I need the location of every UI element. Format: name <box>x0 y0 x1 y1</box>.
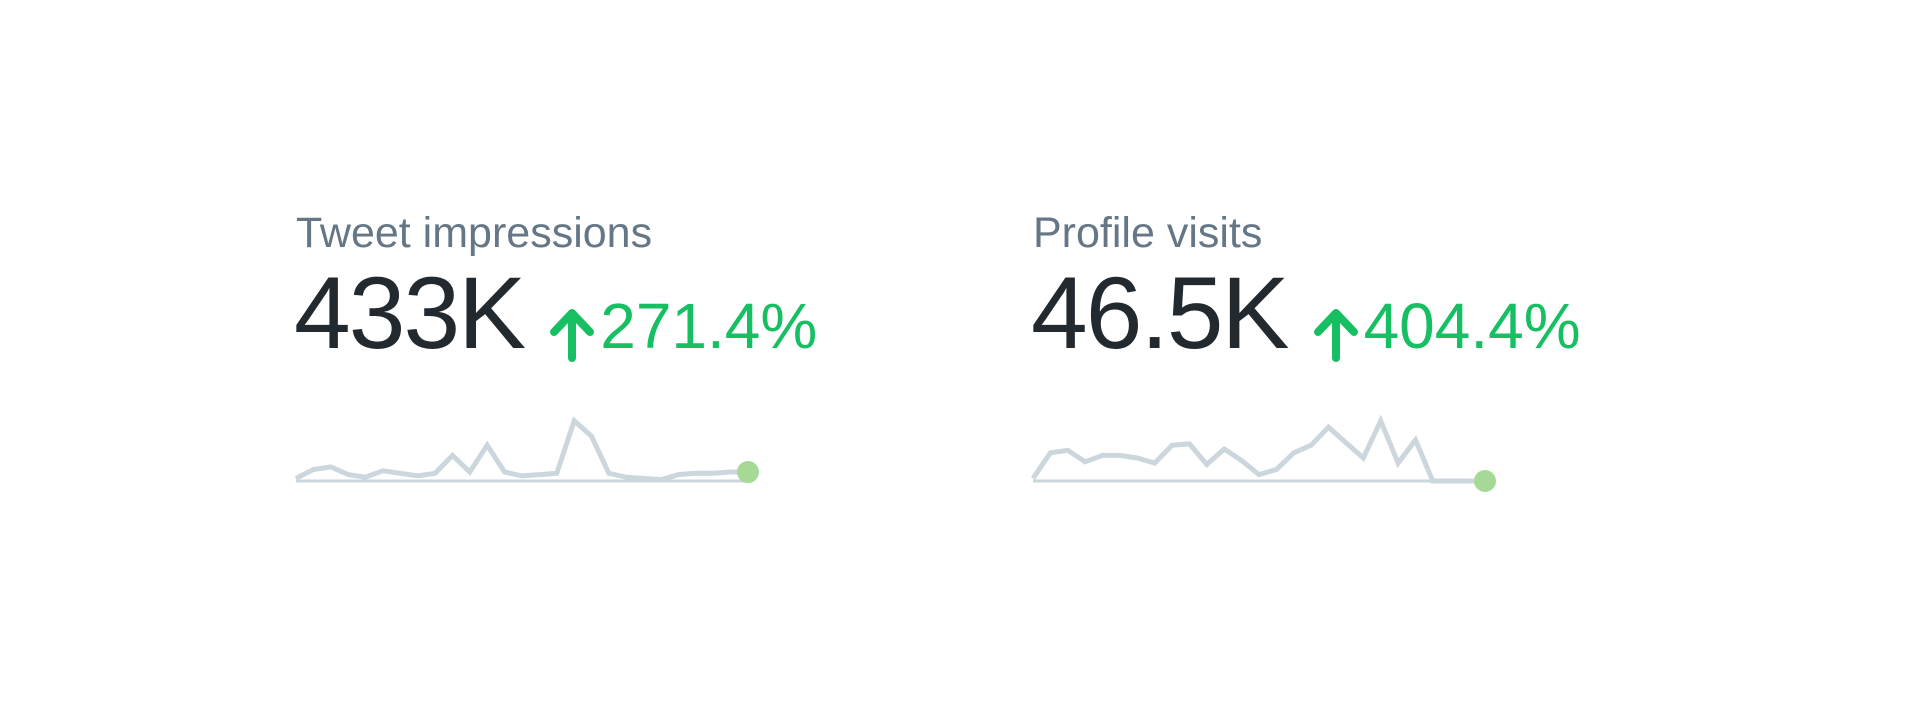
sparkline-chart <box>1030 403 1513 495</box>
change-percent: 404.4% <box>1363 290 1581 362</box>
sparkline-svg <box>1030 414 1496 492</box>
change-percent: 271.4% <box>600 290 818 362</box>
sparkline-end-point <box>737 461 759 484</box>
sparkline-svg <box>294 416 759 484</box>
stat-card-tweet-impressions: Tweet impressions 433K 271.4% <box>294 208 896 508</box>
stat-card-profile-visits: Profile visits 46.5K 404.4% <box>1030 208 1633 508</box>
change-indicator: 404.4% <box>1310 290 1581 362</box>
arrow-up-icon <box>1310 306 1362 362</box>
change-indicator: 271.4% <box>546 290 818 362</box>
sparkline-line <box>294 416 748 483</box>
stat-value-row: 46.5K 404.4% <box>1031 258 1581 368</box>
stat-value-row: 433K 271.4% <box>294 258 817 368</box>
sparkline-end-point <box>1474 470 1496 492</box>
arrow-up-icon <box>546 306 598 362</box>
stat-label: Profile visits <box>1033 209 1263 257</box>
stat-value: 46.5K <box>1031 256 1290 370</box>
sparkline-line <box>1030 414 1485 484</box>
sparkline-chart <box>294 403 776 495</box>
stat-value: 433K <box>294 256 526 370</box>
stat-label: Tweet impressions <box>296 209 653 257</box>
